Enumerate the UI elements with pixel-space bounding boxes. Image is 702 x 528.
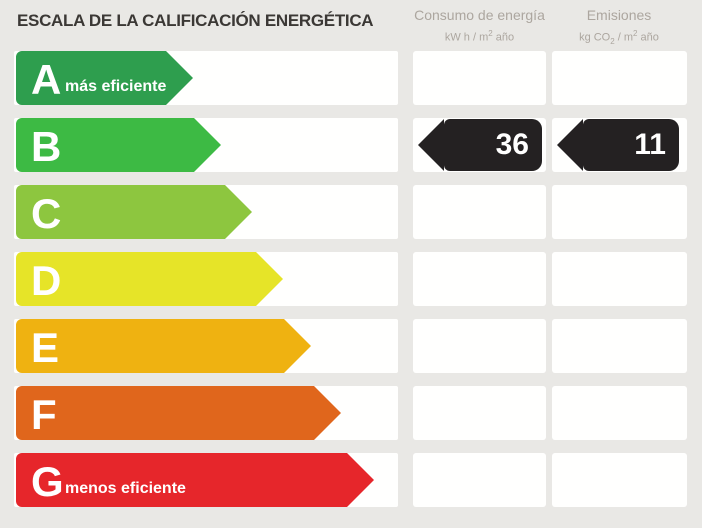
rating-arrow-b-tip xyxy=(194,118,221,172)
rating-row-c: C xyxy=(0,185,702,239)
emisiones-header-unit: kg CO2 / m2 año xyxy=(579,29,659,46)
consumo-cell-d xyxy=(413,252,546,306)
rating-arrow-d: D xyxy=(16,252,283,306)
rating-note-mas-eficiente: más eficiente xyxy=(65,78,167,95)
rating-arrow-a-tip xyxy=(166,51,193,105)
rating-arrow-d-tip xyxy=(256,252,283,306)
rating-arrow-f-tip xyxy=(314,386,341,440)
rating-row-a: A más eficiente xyxy=(0,51,702,105)
consumo-header-unit: kW h / m2 año xyxy=(444,29,515,44)
rating-row-f: F xyxy=(0,386,702,440)
rating-letter-b: B xyxy=(31,123,62,170)
emisiones-badge-arrow-left-icon xyxy=(557,119,583,171)
rating-letter-d: D xyxy=(31,257,62,304)
rating-arrow-c: C xyxy=(16,185,252,239)
rating-arrow-g-body: G menos eficiente xyxy=(16,453,347,507)
consumo-cell-f xyxy=(413,386,546,440)
consumo-header-label: Consumo de energía xyxy=(414,7,545,23)
emisiones-cell-d xyxy=(552,252,687,306)
rating-row-d: D xyxy=(0,252,702,306)
consumo-cell-e xyxy=(413,319,546,373)
emisiones-cell-e xyxy=(552,319,687,373)
emisiones-cell-g xyxy=(552,453,687,507)
rating-row-g: G menos eficiente xyxy=(0,453,702,507)
consumo-value: 36 xyxy=(444,119,542,171)
rating-arrow-a-body: A más eficiente xyxy=(16,51,166,105)
consumo-badge-arrow-left-icon xyxy=(418,119,444,171)
emisiones-cell-a xyxy=(552,51,687,105)
consumo-value-badge: 36 xyxy=(418,119,542,171)
column-header-emisiones: Emisiones kg CO2 / m2 año xyxy=(551,7,687,48)
rating-arrow-d-body: D xyxy=(16,252,256,306)
rating-arrow-g: G menos eficiente xyxy=(16,453,374,507)
rating-arrow-e: E xyxy=(16,319,311,373)
rating-letter-a: A xyxy=(31,56,62,103)
rating-arrow-a: A más eficiente xyxy=(16,51,193,105)
consumo-cell-g xyxy=(413,453,546,507)
emisiones-cell-c xyxy=(552,185,687,239)
rating-arrow-e-tip xyxy=(284,319,311,373)
rating-arrow-c-body: C xyxy=(16,185,225,239)
rating-arrow-e-body: E xyxy=(16,319,284,373)
rating-letter-f: F xyxy=(31,391,57,438)
column-header-consumo: Consumo de energía kW h / m2 año xyxy=(413,7,546,45)
rating-row-e: E xyxy=(0,319,702,373)
emisiones-header-label: Emisiones xyxy=(586,7,652,23)
rating-arrow-f-body: F xyxy=(16,386,314,440)
rating-arrow-b: B xyxy=(16,118,221,172)
rating-arrow-g-tip xyxy=(347,453,374,507)
rating-letter-g: G xyxy=(31,458,64,505)
emisiones-value-badge: 11 xyxy=(557,119,679,171)
rating-note-menos-eficiente: menos eficiente xyxy=(65,480,186,497)
rating-arrow-b-body: B xyxy=(16,118,194,172)
rating-arrow-f: F xyxy=(16,386,341,440)
page-title: ESCALA DE LA CALIFICACIÓN ENERGÉTICA xyxy=(17,11,374,30)
rating-arrow-c-tip xyxy=(225,185,252,239)
consumo-cell-a xyxy=(413,51,546,105)
rating-letter-e: E xyxy=(31,324,60,371)
emisiones-value: 11 xyxy=(583,119,679,171)
rating-letter-c: C xyxy=(31,190,62,237)
emisiones-cell-f xyxy=(552,386,687,440)
consumo-cell-c xyxy=(413,185,546,239)
